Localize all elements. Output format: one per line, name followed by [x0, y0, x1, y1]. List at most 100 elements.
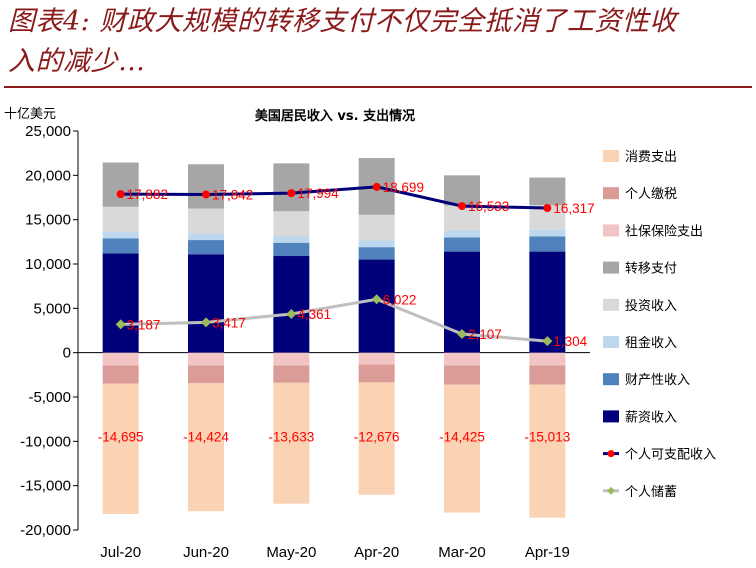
bar-transfers	[529, 177, 566, 206]
consumption-label: -12,676	[354, 429, 400, 444]
bar-investment-income	[102, 206, 139, 232]
consumption-label: -15,013	[524, 429, 570, 444]
bar-transfers	[188, 164, 224, 209]
bar-consumption	[273, 382, 310, 504]
consumption-label: -14,424	[183, 429, 229, 444]
bar-social-insurance	[273, 352, 310, 366]
savings-label: 4,361	[297, 307, 331, 322]
bar-investment-income	[358, 214, 395, 241]
savings-label: 6,022	[383, 292, 417, 307]
legend-label: 个人缴税	[625, 187, 677, 202]
y-tick-label: 10,000	[25, 256, 71, 273]
legend-swatch	[603, 150, 619, 162]
legend-marker	[607, 486, 615, 495]
bar-wage-income	[102, 253, 139, 353]
disposable-income-label: 17,882	[127, 187, 168, 202]
data-labels: 17,882 17,842 17,994 18,699 16,533 16,317 3,18…	[98, 180, 595, 444]
line-series	[115, 182, 553, 347]
bar-social-insurance	[529, 352, 566, 366]
savings-marker	[115, 319, 126, 330]
consumption-label: -14,695	[98, 429, 144, 444]
disposable-income-label: 17,994	[297, 186, 339, 201]
savings-marker	[286, 308, 297, 319]
disposable-income-label: 16,317	[553, 201, 594, 216]
consumption-label: -13,633	[268, 429, 314, 444]
bar-property-income	[188, 240, 224, 255]
legend-label: 租金收入	[625, 335, 677, 351]
bar-rental-income	[444, 230, 480, 238]
disposable-income-marker	[287, 189, 296, 198]
savings-marker	[201, 317, 211, 328]
bar-property-income	[529, 236, 566, 252]
disposable-income-marker	[543, 203, 552, 212]
legend-swatch	[603, 261, 619, 274]
y-tick-label: -15,000	[20, 478, 71, 495]
y-tick-label: 25,000	[25, 123, 71, 140]
legend: 消费支出个人缴税社保保险支出转移支付投资收入租金收入财产性收入薪资收入个人可支配…	[603, 150, 716, 500]
bar-consumption	[358, 382, 395, 495]
bar-consumption	[102, 383, 139, 514]
legend-label: 消费支出	[625, 150, 677, 165]
bar-consumption	[188, 383, 224, 512]
y-tick-label: -20,000	[20, 522, 71, 539]
disposable-income-line	[120, 185, 548, 210]
x-tick-label: Apr-20	[354, 544, 399, 561]
bar-transfers	[273, 163, 310, 212]
bar-rental-income	[102, 231, 139, 239]
savings-marker	[542, 336, 553, 347]
y-axis-unit-label: 十亿美元	[4, 107, 56, 122]
disposable-income-marker	[116, 190, 125, 199]
x-tick-label: May-20	[266, 544, 316, 561]
consumption-label: -14,425	[439, 429, 485, 444]
x-tick-label: Apr-19	[525, 544, 570, 561]
bar-rental-income	[358, 240, 395, 248]
legend-marker	[607, 450, 615, 458]
x-tick-label: Jun-20	[183, 544, 229, 561]
title-divider	[4, 86, 752, 88]
savings-marker	[457, 328, 467, 339]
bar-consumption	[529, 384, 566, 518]
legend-label: 财产性收入	[625, 373, 690, 388]
legend-label: 个人储蓄	[625, 485, 677, 500]
y-tick-label: 0	[63, 345, 71, 362]
title-line-2: 入的减少…	[8, 46, 146, 77]
y-tick-label: -10,000	[20, 433, 71, 450]
bar-income-tax	[273, 365, 310, 383]
legend-swatch	[603, 336, 619, 348]
bar-income-tax	[102, 365, 139, 384]
bar-rental-income	[273, 236, 310, 243]
income-vs-spending-chart: -20,000 -15,000 -10,000 -5,000 0 5,000 10,000 1…	[4, 107, 716, 561]
bar-social-insurance	[444, 352, 480, 366]
bar-wage-income	[529, 251, 566, 353]
bar-investment-income	[273, 211, 310, 237]
y-tick-label: 15,000	[25, 212, 71, 229]
bar-property-income	[444, 237, 480, 252]
bar-income-tax	[444, 365, 480, 385]
y-tick-label: 20,000	[25, 167, 71, 184]
legend-label: 社保保险支出	[625, 223, 703, 239]
bar-series	[102, 158, 566, 518]
disposable-income-marker	[202, 190, 210, 199]
bar-rental-income	[529, 229, 566, 237]
savings-label: 3,187	[127, 317, 161, 332]
savings-label: 3,417	[212, 315, 246, 330]
disposable-income-label: 18,699	[383, 180, 424, 195]
x-tick-label: Mar-20	[438, 544, 486, 561]
disposable-income-marker	[458, 202, 466, 211]
bar-property-income	[358, 247, 395, 260]
savings-line	[120, 297, 548, 343]
legend-swatch	[603, 187, 619, 200]
legend-label: 投资收入	[625, 298, 677, 314]
legend-label: 薪资收入	[625, 410, 677, 425]
disposable-income-label: 16,533	[468, 199, 509, 214]
bar-consumption	[444, 384, 480, 513]
bar-income-tax	[358, 364, 395, 383]
legend-swatch	[603, 224, 619, 237]
savings-label: 1,304	[553, 334, 587, 349]
bar-wage-income	[358, 259, 395, 353]
legend-swatch	[603, 298, 619, 311]
legend-label: 转移支付	[625, 262, 677, 277]
page-title: 图表4: 财政大规模的转移支付不仅完全抵消了工资性收 入的减少…	[8, 2, 748, 82]
bar-social-insurance	[188, 352, 224, 366]
bar-property-income	[102, 238, 139, 254]
